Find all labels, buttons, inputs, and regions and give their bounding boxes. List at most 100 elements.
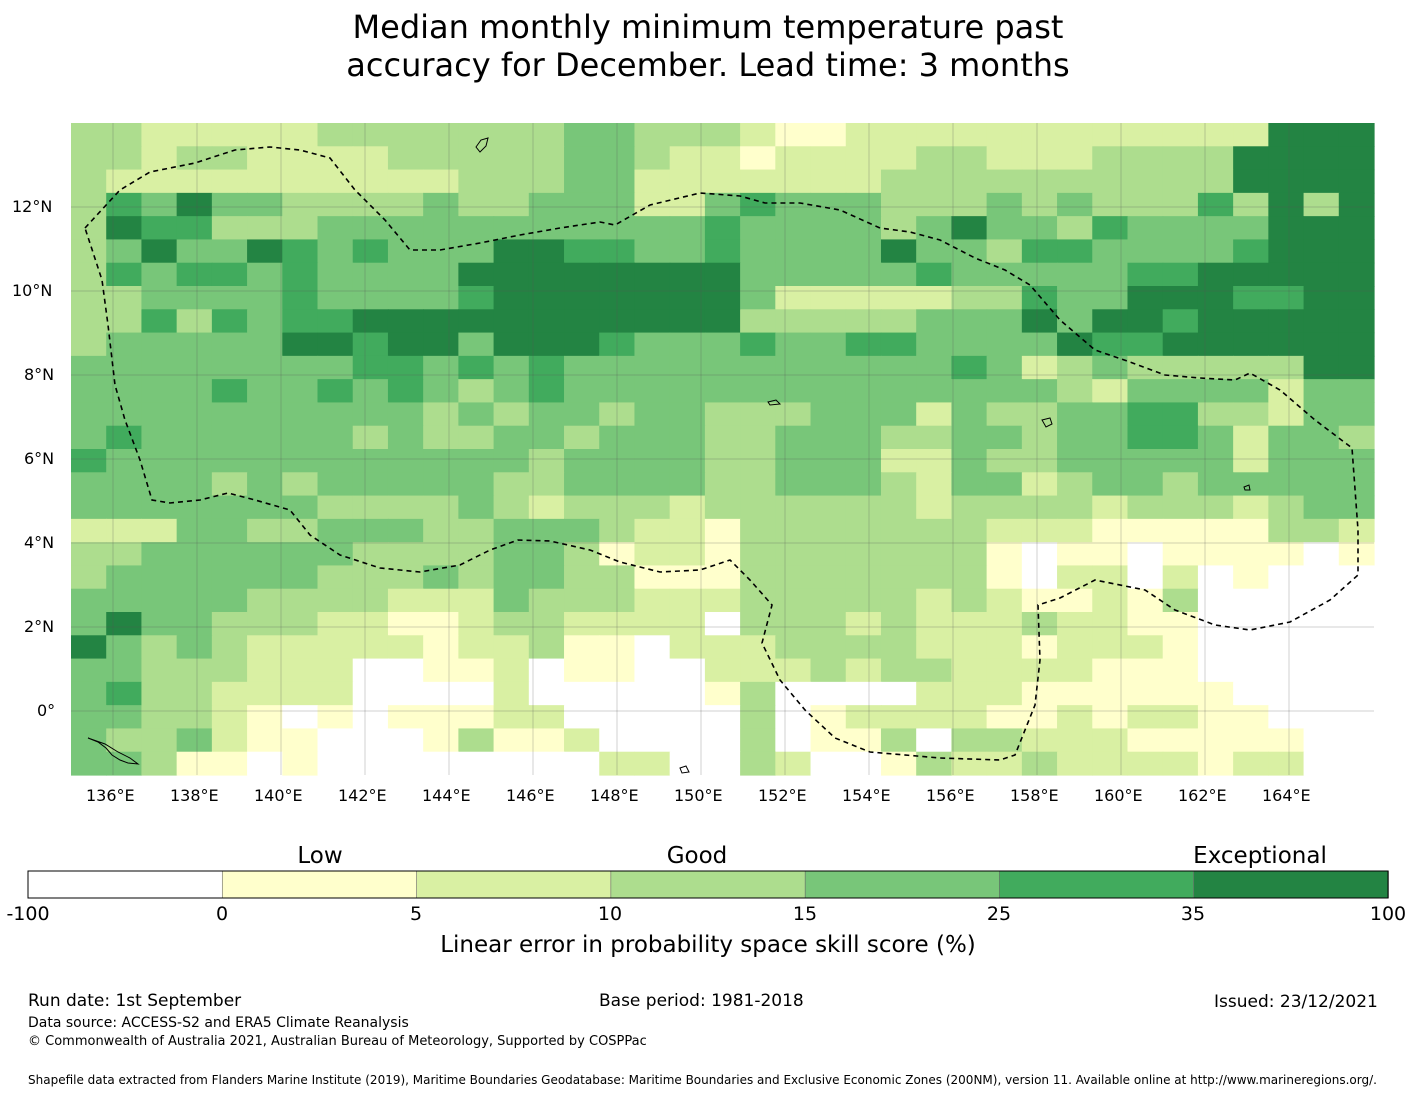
- map-gridlines: [71, 123, 1374, 775]
- map-cell: [141, 169, 178, 194]
- map-cell: [1021, 402, 1058, 427]
- map-cell: [1057, 472, 1093, 497]
- map-cell: [211, 379, 248, 404]
- map-cell: [1021, 332, 1058, 357]
- map-cell: [1092, 425, 1129, 450]
- map-cell: [916, 565, 953, 590]
- map-cell: [352, 542, 389, 567]
- map-cell: [141, 681, 178, 706]
- map-cell: [211, 309, 248, 334]
- map-cell: [916, 751, 953, 776]
- map-cell: [282, 286, 319, 310]
- map-cell: [528, 192, 565, 217]
- map-cell: [1127, 425, 1164, 450]
- map-cell: [634, 635, 671, 660]
- map-cell: [986, 309, 1023, 334]
- map-cell: [493, 658, 530, 683]
- map-cell: [493, 379, 530, 404]
- map-cell: [493, 425, 530, 450]
- map-cell: [176, 123, 213, 147]
- map-cell: [1057, 449, 1093, 473]
- map-cell: [1303, 565, 1340, 590]
- map-cell: [740, 542, 776, 567]
- map-cell: [951, 751, 988, 776]
- map-cell: [775, 495, 812, 520]
- map-cell: [810, 216, 847, 241]
- map-cell: [176, 751, 213, 776]
- map-cell: [176, 588, 213, 613]
- map-cell: [317, 728, 354, 753]
- map-cell: [141, 565, 178, 590]
- map-cell: [1268, 286, 1305, 310]
- map-cell: [986, 216, 1023, 241]
- map-cell: [880, 728, 917, 753]
- map-cell: [141, 216, 178, 241]
- map-cell: [916, 286, 953, 310]
- cb-tick-0: 0: [215, 903, 229, 925]
- map-cell: [634, 518, 671, 543]
- map-cell: [1268, 635, 1305, 660]
- map-cell: [669, 402, 706, 427]
- map-cell: [1268, 681, 1305, 706]
- map-cell: [1233, 262, 1269, 287]
- map-cell: [1127, 518, 1164, 543]
- map-cell: [916, 542, 953, 567]
- map-cell: [141, 146, 178, 171]
- map-cell: [740, 123, 776, 147]
- map-cell: [740, 705, 776, 730]
- map-cell: [634, 612, 671, 636]
- map-cell: [493, 216, 530, 241]
- map-cell: [458, 588, 495, 613]
- map-cell: [740, 449, 776, 473]
- map-cell: [1092, 681, 1129, 706]
- map-cell: [669, 355, 706, 380]
- map-cell: [740, 495, 776, 520]
- map-cell: [1162, 449, 1199, 473]
- map-cell: [1057, 169, 1093, 194]
- map-cell: [458, 751, 495, 776]
- map-cell: [775, 169, 812, 194]
- map-cell: [740, 355, 776, 380]
- map-cell: [176, 169, 213, 194]
- map-cell: [810, 751, 847, 776]
- map-cell: [176, 379, 213, 404]
- map-cell: [775, 472, 812, 497]
- legend-category-low: Low: [297, 843, 343, 869]
- map-cell: [211, 262, 248, 287]
- map-cell: [1197, 495, 1234, 520]
- map-cell: [423, 239, 459, 264]
- map-cell: [423, 565, 459, 590]
- map-cell: [282, 449, 319, 473]
- map-cell: [1233, 495, 1269, 520]
- map-cell: [1127, 239, 1164, 264]
- map-cell: [880, 402, 917, 427]
- map-cell: [1162, 495, 1199, 520]
- map-cell: [845, 449, 882, 473]
- map-cell: [1021, 681, 1058, 706]
- island-small: [679, 765, 690, 774]
- map-cell: [1233, 123, 1269, 147]
- map-cell: [1127, 472, 1164, 497]
- map-cell: [1197, 286, 1234, 310]
- map-cell: [1303, 635, 1340, 660]
- map-cell: [247, 518, 283, 543]
- map-cell: [1127, 146, 1164, 171]
- map-cell: [775, 658, 812, 683]
- map-cell: [916, 518, 953, 543]
- lon-tick-150: 150°E: [674, 786, 723, 805]
- map-cell: [1162, 332, 1199, 357]
- map-cell: [564, 146, 600, 171]
- map-cell: [775, 379, 812, 404]
- map-cell: [317, 588, 354, 613]
- map-cell: [1092, 123, 1129, 147]
- map-cell: [810, 612, 847, 636]
- map-cell: [106, 495, 143, 520]
- map-cell: [1197, 518, 1234, 543]
- map-cell: [1197, 402, 1234, 427]
- map-cell: [1021, 192, 1058, 217]
- map-cell: [845, 123, 882, 147]
- colorbar-swatch-5: [999, 870, 1195, 899]
- map-cell: [1303, 728, 1340, 753]
- map-cell: [247, 705, 283, 730]
- map-cell: [176, 542, 213, 567]
